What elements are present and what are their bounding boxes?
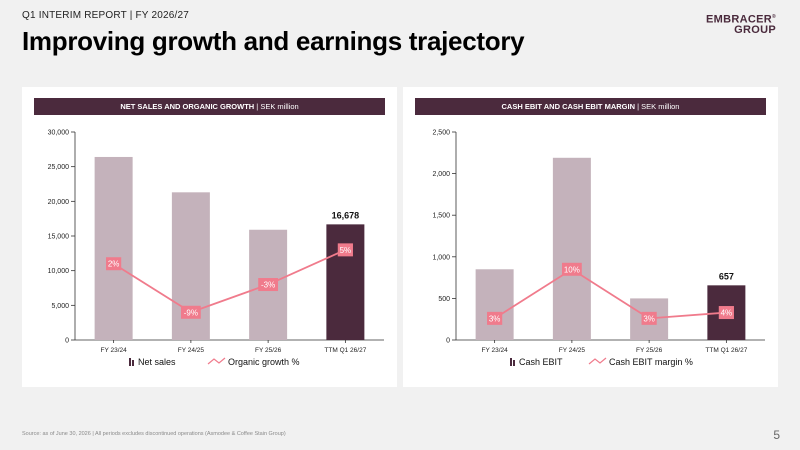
line-point-marker (106, 257, 122, 271)
bar (475, 269, 514, 340)
legend-bar-icon (132, 360, 134, 366)
legend-bar-icon (129, 358, 131, 366)
line-data-label: 10% (564, 265, 580, 274)
line-data-label: -9% (184, 308, 198, 317)
y-tick-label: 2,500 (432, 130, 450, 137)
bar-data-label: 16,678 (332, 210, 360, 220)
cash-ebit-chart: 0 500 1,000 1,500 2,000 2,500 FY 23/24 FY 24/25… (432, 130, 765, 367)
y-tick-label: 1,500 (432, 213, 450, 220)
line-point-marker (337, 243, 353, 257)
legend-bar-icon (510, 358, 512, 366)
panel-header-unit: | SEK million (254, 102, 299, 111)
bar (94, 156, 133, 340)
x-tick-label: FY 23/24 (481, 347, 508, 354)
line-point-marker (258, 278, 279, 292)
panel-header-unit: | SEK million (635, 102, 680, 111)
legend-line-icon (588, 357, 607, 365)
net-sales-panel: NET SALES AND ORGANIC GROWTH | SEK milli… (22, 87, 397, 387)
embracer-logo: EMBRACER® GROUP (706, 12, 776, 35)
y-tick-label: 0 (446, 338, 450, 345)
y-tick-label: 2,000 (432, 171, 450, 178)
report-label: Q1 INTERIM REPORT | FY 2026/27 (22, 10, 189, 21)
line-data-label: 3% (489, 314, 501, 323)
legend-label: Organic growth % (228, 357, 300, 367)
logo-line-2: GROUP (734, 23, 776, 36)
y-tick-label: 500 (438, 296, 450, 303)
net-sales-chart: 0 5,000 10,000 15,000 20,000 25,000 30,000 FY 2… (48, 130, 384, 367)
x-tick-label: FY 25/26 (255, 347, 282, 354)
line-point-marker (561, 262, 582, 276)
line-data-label: 4% (721, 309, 733, 318)
line-point-marker (641, 311, 657, 325)
bar (326, 224, 365, 340)
page-number: 5 (773, 428, 780, 442)
y-tick-label: 1,000 (432, 254, 450, 261)
line-data-label: -3% (261, 281, 275, 290)
y-tick-label: 25,000 (48, 164, 70, 171)
legend-label: Cash EBIT (519, 357, 563, 367)
x-tick-label: FY 23/24 (100, 347, 127, 354)
logo-line-1: EMBRACER (706, 13, 773, 26)
line-data-label: 2% (108, 260, 120, 269)
series-line (113, 249, 346, 314)
line-point-marker (718, 306, 734, 320)
legend-bar-icon (513, 360, 515, 366)
x-tick-label: FY 24/25 (559, 347, 586, 354)
y-tick-label: 20,000 (48, 199, 70, 206)
x-tick-label: FY 24/25 (178, 347, 205, 354)
y-tick-label: 15,000 (48, 234, 70, 241)
x-tick-label: TTM Q1 26/27 (324, 347, 366, 354)
line-point-marker (180, 305, 201, 319)
cash-ebit-panel: CASH EBIT AND CASH EBIT MARGIN | SEK mil… (403, 87, 778, 387)
x-tick-label: FY 25/26 (636, 347, 663, 354)
panel-header: CASH EBIT AND CASH EBIT MARGIN | SEK mil… (415, 98, 766, 115)
legend-line-icon (207, 357, 226, 365)
x-tick-label: TTM Q1 26/27 (705, 347, 747, 354)
page-title: Improving growth and earnings trajectory (22, 26, 525, 56)
panel-header: NET SALES AND ORGANIC GROWTH | SEK milli… (34, 98, 385, 115)
line-point-marker (487, 311, 503, 325)
bar (552, 157, 591, 340)
legend-label: Cash EBIT margin % (609, 357, 693, 367)
series-line (494, 268, 727, 320)
y-tick-label: 10,000 (48, 268, 70, 275)
logo-mark: ® (772, 14, 776, 20)
panel-header-title: CASH EBIT AND CASH EBIT MARGIN (501, 102, 635, 111)
line-data-label: 3% (643, 314, 655, 323)
y-tick-label: 0 (65, 338, 69, 345)
bar-data-label: 657 (719, 271, 734, 281)
legend-label: Net sales (138, 357, 176, 367)
source-footnote: Source: as of June 30, 2026 | All period… (22, 431, 286, 437)
y-tick-label: 30,000 (48, 130, 70, 137)
line-data-label: 5% (340, 246, 352, 255)
panel-header-title: NET SALES AND ORGANIC GROWTH (120, 102, 255, 111)
y-tick-label: 5,000 (51, 303, 69, 310)
